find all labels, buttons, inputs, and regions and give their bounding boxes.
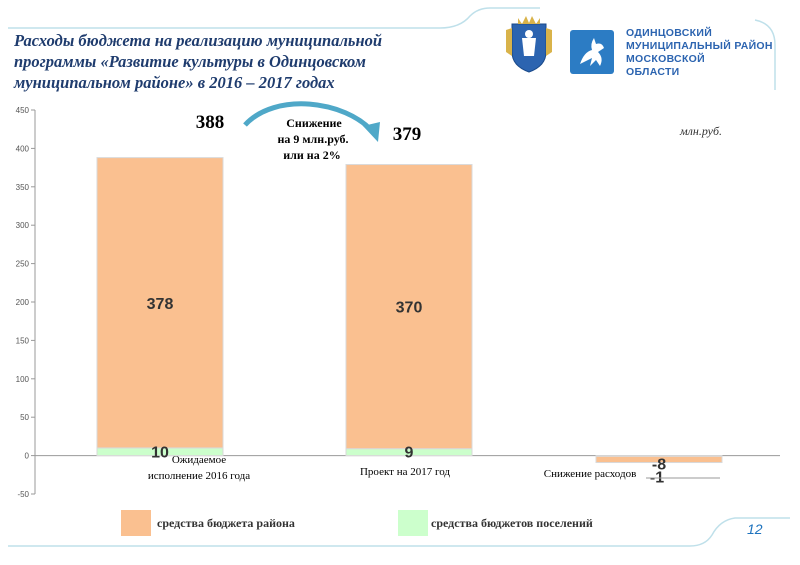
frame-top-line [8,7,540,29]
logo-text-line: МУНИЦИПАЛЬНЫЙ РАЙОН [626,40,773,52]
y-tick-label: 50 [20,413,29,422]
decrease-annotation-line: на 9 млн.руб. [277,132,348,146]
logo-text-line: МОСКОВСКОЙ [626,53,705,65]
y-tick-label: 300 [16,221,30,230]
decrease-annotation-line: или на 2% [283,148,340,162]
bar-segment [595,455,723,464]
y-tick-label: 100 [16,375,30,384]
title-line: программы «Развитие культуры в Одинцовск… [14,52,366,71]
moscow-oblast-coat-of-arms-icon [506,16,552,73]
district-logo-text: ОДИНЦОВСКИЙ МУНИЦИПАЛЬНЫЙ РАЙОН МОСКОВСК… [626,27,773,79]
y-tick-label: 350 [16,183,30,192]
y-tick-label: 250 [16,260,30,269]
logo-text-line: ОБЛАСТИ [626,66,680,78]
chart-title: Расходы бюджета на реализацию муниципаль… [14,30,444,93]
unit-label: млн.руб. [680,124,723,138]
bar-value-label: 10 [151,445,169,462]
total-label-right: 379 [393,124,422,145]
category-label: Снижение расходов [544,468,637,480]
page-number: 12 [747,521,763,537]
total-label-left: 388 [196,112,225,133]
category-label: Проект на 2017 год [360,466,450,478]
category-label: исполнение 2016 года [148,470,250,482]
odintsovo-district-logo-icon [570,30,614,74]
bar-value-label: 9 [405,445,414,462]
bar-value-label: 370 [396,300,423,317]
bar-segment [96,157,224,449]
bar-value-label: -8 [652,457,666,474]
y-tick-label: 150 [16,336,30,345]
bar-value-label: 378 [147,296,174,313]
y-tick-label: 200 [16,298,30,307]
y-tick-label: 450 [16,106,30,115]
y-tick-label: 0 [25,452,30,461]
logo-text-line: ОДИНЦОВСКИЙ [626,27,713,39]
legend-swatch-settlements [398,510,428,536]
y-tick-label: 400 [16,144,30,153]
bar-segment [345,164,473,450]
decrease-arrow [243,101,375,134]
frame-bottom-line [8,517,790,547]
legend-swatch-district [121,510,151,536]
frame-right-line [754,19,776,90]
title-line: Расходы бюджета на реализацию муниципаль… [14,31,383,50]
decrease-arrow-head [363,122,380,142]
decrease-annotation-line: Снижение [286,116,342,130]
legend-label-district: средства бюджета района [157,516,295,530]
y-tick-label: -50 [17,490,29,499]
title-line: муниципальном районе» в 2016 – 2017 года… [14,73,335,92]
category-label: Ожидаемое [172,454,226,466]
legend-label-settlements: средства бюджетов поселений [431,516,593,530]
